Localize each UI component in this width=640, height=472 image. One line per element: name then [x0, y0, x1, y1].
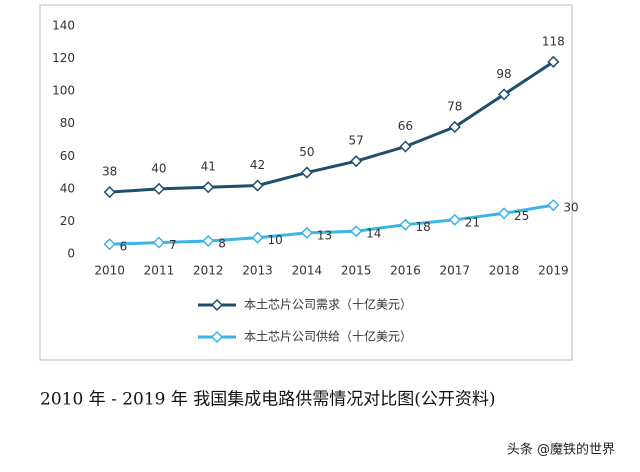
data-label: 25 — [514, 209, 529, 223]
marker — [448, 120, 461, 134]
data-label: 50 — [299, 145, 314, 159]
marker — [448, 213, 461, 226]
marker — [399, 140, 412, 153]
x-tick-label: 2012 — [193, 264, 224, 278]
series-line — [109, 203, 554, 246]
y-tick-label: 120 — [52, 51, 75, 65]
x-tick-label: 2013 — [242, 264, 273, 278]
x-tick-label: 2010 — [94, 264, 125, 278]
x-tick-label: 2016 — [390, 264, 421, 278]
data-label: 10 — [268, 233, 283, 247]
y-tick-label: 60 — [60, 149, 75, 163]
x-tick-label: 2014 — [292, 264, 323, 278]
data-label: 8 — [218, 236, 226, 250]
watermark: 头条 @魔铁的世界 — [507, 442, 615, 458]
data-label: 118 — [542, 34, 565, 48]
marker — [350, 155, 363, 168]
marker — [350, 225, 363, 238]
marker — [152, 236, 166, 249]
series-line — [109, 60, 555, 194]
marker — [497, 88, 511, 101]
y-tick-label: 40 — [60, 181, 75, 195]
marker — [103, 186, 116, 199]
x-tick-label: 2018 — [489, 264, 520, 278]
data-label: 40 — [151, 161, 166, 175]
data-label: 78 — [447, 99, 462, 113]
y-tick-label: 0 — [67, 247, 75, 261]
marker — [251, 231, 264, 244]
y-tick-label: 20 — [60, 214, 75, 228]
y-tick-label: 100 — [52, 84, 75, 98]
legend-label: 本土芯片公司供给（十亿美元） — [244, 329, 412, 344]
marker — [103, 238, 116, 251]
marker — [399, 218, 412, 231]
data-label: 98 — [496, 67, 511, 81]
data-label: 57 — [349, 134, 364, 148]
legend-marker — [210, 330, 224, 344]
caption: 2010 年 - 2019 年 我国集成电路供需情况对比图(公开资料) — [40, 390, 496, 410]
data-label: 6 — [120, 240, 128, 254]
marker — [300, 166, 313, 179]
data-label: 21 — [465, 215, 480, 229]
marker — [202, 234, 215, 248]
data-label: 13 — [317, 228, 332, 242]
y-tick-label: 140 — [52, 19, 75, 33]
marker — [547, 199, 560, 212]
data-label: 7 — [169, 238, 177, 252]
data-label: 18 — [415, 220, 430, 234]
data-label: 14 — [366, 227, 381, 241]
x-tick-label: 2015 — [341, 264, 372, 278]
y-tick-label: 80 — [60, 116, 75, 130]
legend-marker — [210, 298, 224, 312]
data-label: 30 — [563, 201, 578, 215]
x-tick-label: 2019 — [538, 264, 569, 278]
marker — [152, 182, 166, 195]
marker — [300, 226, 313, 239]
marker — [202, 181, 215, 194]
data-label: 66 — [398, 119, 413, 133]
marker — [251, 179, 264, 192]
data-label: 42 — [250, 158, 265, 172]
legend-label: 本土芯片公司需求（十亿美元） — [244, 297, 412, 312]
x-tick-label: 2017 — [439, 264, 470, 278]
x-tick-label: 2011 — [144, 264, 175, 278]
data-label: 38 — [102, 165, 117, 179]
marker — [547, 55, 560, 68]
chart-frame — [39, 4, 573, 361]
marker — [497, 207, 511, 220]
data-label: 41 — [201, 160, 216, 174]
